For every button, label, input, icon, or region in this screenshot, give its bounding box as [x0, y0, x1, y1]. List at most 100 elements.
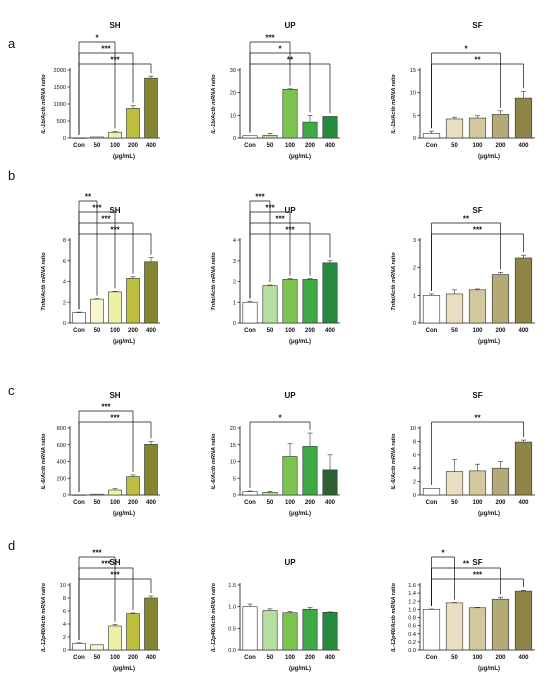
category-label: 400: [518, 328, 529, 334]
y-tick-label: 1500: [54, 85, 66, 91]
category-label: 50: [94, 655, 101, 661]
bar-100: [468, 117, 487, 139]
y-tick-label: 1.6: [408, 583, 416, 589]
y-tick-label: 0: [63, 493, 66, 499]
chart-title: SF: [472, 558, 482, 567]
y-tick-label: 10: [230, 460, 236, 466]
y-tick-label: 8: [63, 596, 66, 602]
y-tick-label: 2: [413, 480, 416, 486]
y-tick-label: 1.5: [228, 583, 236, 589]
bar-Con: [242, 606, 258, 651]
category-label: 100: [110, 655, 121, 661]
chart-title: UP: [284, 21, 296, 30]
category-label: Con: [426, 655, 438, 661]
y-tick-label: 0: [413, 321, 416, 327]
bar-400: [514, 257, 533, 324]
chart-5: UP 0 1 2 3 4 Tnfα/Actb mRNA ratio Con 50 100 200 40…: [211, 193, 340, 345]
significance-label: ***: [110, 226, 120, 235]
bar-100: [108, 291, 122, 324]
category-label: 50: [267, 500, 274, 506]
bar-50: [90, 298, 104, 324]
bar-50: [90, 136, 104, 139]
category-label: 400: [325, 143, 336, 149]
significance-label: *: [278, 414, 282, 423]
category-label: 200: [305, 143, 316, 149]
significance-label: *: [278, 45, 282, 54]
bar-200: [126, 108, 140, 139]
bar-400: [144, 444, 158, 496]
x-axis-label: (μg/mL): [478, 154, 500, 160]
category-label: 50: [451, 500, 458, 506]
chart-title: UP: [284, 206, 296, 215]
chart-4: SH 0 2 4 6 8 Tnfα/Actb mRNA ratio Con 50 100 200 40…: [41, 193, 160, 345]
chart-title: SH: [109, 206, 120, 215]
y-tick-label: 0.0: [408, 648, 416, 654]
category-label: Con: [244, 328, 256, 334]
panel-letter-b: b: [8, 168, 15, 183]
significance-label: ***: [473, 226, 483, 235]
significance-label: ***: [285, 226, 295, 235]
bar-50: [445, 118, 464, 139]
y-tick-label: 1000: [54, 102, 66, 108]
category-label: 50: [451, 328, 458, 334]
y-tick-label: 800: [57, 426, 66, 432]
significance-label: *: [464, 45, 468, 54]
significance-label: **: [463, 215, 470, 224]
bar-50: [445, 293, 464, 324]
y-tick-label: 600: [57, 443, 66, 449]
category-label: 100: [285, 500, 296, 506]
significance-label: ***: [92, 204, 102, 213]
panel-letter-d: d: [8, 538, 15, 553]
y-axis-label: Tnfα/Actb mRNA ratio: [211, 252, 217, 311]
x-axis-label: (μg/mL): [289, 511, 311, 517]
category-label: 400: [325, 500, 336, 506]
bar-400: [322, 116, 338, 139]
y-tick-label: 4: [413, 466, 416, 472]
bar-Con: [242, 491, 258, 496]
x-axis-label: (μg/mL): [478, 339, 500, 345]
bar-50: [262, 285, 278, 324]
bar-200: [302, 121, 318, 139]
category-label: Con: [73, 655, 85, 661]
y-tick-label: 20: [230, 426, 236, 432]
significance-label: ***: [265, 34, 275, 43]
bar-200: [302, 279, 318, 324]
bar-50: [445, 602, 464, 651]
chart-9: SF 0 2 4 6 8 10 IL-6/Actb mRNA ratio Con 50 100 200…: [391, 391, 535, 517]
y-tick-label: 0: [233, 493, 236, 499]
bar-50: [262, 134, 278, 139]
y-tick-label: 0: [63, 321, 66, 327]
significance-label: ***: [473, 571, 483, 580]
y-tick-label: 8: [63, 238, 66, 244]
y-tick-label: 20: [230, 91, 236, 97]
category-label: 100: [472, 655, 483, 661]
y-tick-label: 0.4: [408, 632, 416, 638]
category-label: 400: [325, 328, 336, 334]
bar-200: [126, 278, 140, 324]
chart-title: SH: [109, 21, 120, 30]
bar-Con: [242, 301, 258, 324]
category-label: Con: [426, 328, 438, 334]
category-label: 400: [325, 655, 336, 661]
chart-12: SF 0.0 0.2 0.4 0.6 0.8 1.0 1.2 1.4 1.6 IL-12p40/Ac…: [391, 549, 535, 672]
bar-50: [445, 471, 464, 496]
bar-Con: [422, 487, 441, 496]
y-tick-label: 3: [233, 259, 236, 265]
chart-title: SF: [472, 391, 482, 400]
bar-100: [282, 612, 298, 651]
y-axis-label: IL-6/Actb mRNA ratio: [211, 433, 217, 490]
y-tick-label: 1.0: [408, 607, 416, 613]
y-tick-label: 3: [413, 238, 416, 244]
category-label: 200: [495, 143, 506, 149]
y-tick-label: 15: [410, 68, 416, 74]
bar-Con: [242, 135, 258, 139]
y-tick-label: 4: [233, 238, 236, 244]
y-axis-label: IL-1b/Actb mRNA ratio: [41, 74, 47, 134]
bar-200: [491, 467, 510, 496]
significance-label: ***: [275, 215, 285, 224]
panel-letter-c: c: [8, 383, 15, 398]
category-label: 400: [146, 655, 157, 661]
y-tick-label: 6: [63, 609, 66, 615]
y-tick-label: 10: [410, 426, 416, 432]
category-label: 400: [518, 143, 529, 149]
